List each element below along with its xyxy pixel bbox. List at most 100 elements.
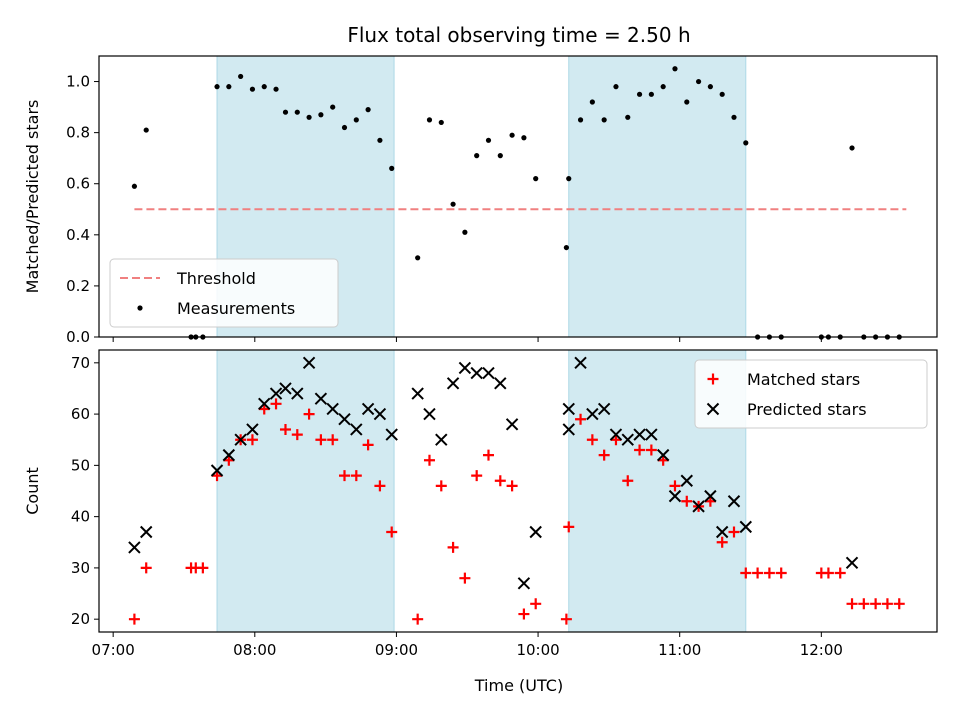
bottom-matched-stars-point-11 [270,398,282,410]
bottom-legend-swatch-matched-stars [707,373,719,385]
top-axes-frame [98,55,938,338]
bottom-matched-stars-point-10 [258,403,270,415]
top-measurements-point-19 [365,107,371,113]
chart-title: Flux total observing time = 2.50 h [347,23,690,47]
top-measurements-point-8 [238,73,244,80]
bottom-matched-stars-point-29 [494,475,506,487]
bottom-predicted-stars-point-39 [656,448,670,462]
bottom-matched-stars-point-16 [327,434,339,446]
top-y-tick-label-3: 0.4 [66,226,90,244]
bottom-matched-stars-point-37 [598,449,610,461]
bottom-matched-stars-point-49 [740,567,752,579]
bottom-matched-stars-point-57 [858,598,870,610]
bottom-matched-stars-point-54 [822,567,834,579]
top-measurements-point-23 [426,117,433,123]
bottom-legend-label-matched-stars: Matched stars [747,370,860,389]
top-measurements-point-43 [672,66,678,72]
top-measurements-point-39 [625,114,631,120]
top-measurements-point-34 [566,176,572,182]
bottom-matched-stars-point-47 [716,536,728,548]
top-measurements-point-25 [450,201,456,207]
top-measurements-point-37 [601,117,607,123]
bottom-predicted-stars-point-7 [258,397,271,411]
bottom-matched-stars-point-7 [223,454,235,466]
bottom-matched-stars-point-21 [386,526,398,538]
bottom-predicted-stars-point-26 [494,377,507,390]
x-tick-label-4: 10:00 [516,641,559,659]
top-measurements-point-42 [660,84,666,90]
bottom-matched-stars-point-6 [211,470,223,482]
x-tick-label-3: 09:00 [375,641,418,659]
x-tick-label-6: 12:00 [800,641,843,659]
bottom-predicted-stars-point-43 [704,489,717,503]
bottom-y-tick-label-5: 60 [71,405,90,423]
bottom-matched-stars-point-12 [279,423,291,435]
bottom-predicted-stars-point-47 [845,556,859,569]
top-measurements-point-41 [648,91,654,97]
top-measurements-point-14 [306,114,312,120]
top-legend-swatch-measurements [137,305,143,311]
top-measurements-point-2 [143,127,149,133]
bottom-matched-stars-point-13 [291,429,303,441]
bottom-y-tick-label-1: 20 [71,610,90,628]
bottom-predicted-stars-point-27 [505,418,519,431]
bottom-matched-stars-point-19 [362,439,374,451]
bottom-predicted-stars-point-9 [279,382,292,395]
bottom-matched-stars-point-36 [586,434,598,446]
bottom-predicted-stars-point-42 [692,500,705,513]
bottom-matched-stars-point-30 [506,480,518,492]
bottom-predicted-stars-point-6 [246,423,259,436]
x-tick-label-1: 07:00 [92,641,135,659]
bottom-y-axis-label: Count [23,467,42,515]
bottom-matched-stars-point-28 [482,449,494,461]
bottom-legend-box [694,359,928,429]
top-y-tick-label-2: 0.2 [66,277,90,295]
bottom-matched-stars-point-43 [669,480,681,492]
bottom-matched-stars-point-31 [518,608,530,620]
bottom-matched-stars-point-20 [374,480,386,492]
top-legend-box [109,258,339,328]
top-measurements-point-13 [294,109,300,115]
bottom-matched-stars-point-46 [704,495,716,507]
bottom-predicted-stars-point-40 [668,489,682,503]
bottom-legend: Matched stars Predicted stars [694,359,928,429]
top-measurements-point-1 [131,183,138,189]
bottom-matched-stars-point-51 [763,567,775,579]
bottom-matched-stars-point-34 [563,521,575,533]
bottom-predicted-stars-point-8 [269,387,283,400]
bottom-matched-stars-point-24 [435,480,447,492]
bottom-matched-stars-point-18 [350,470,362,482]
top-measurements-point-12 [282,109,289,115]
bottom-axes-frame [98,349,938,633]
top-measurements-point-29 [497,153,503,159]
bottom-matched-stars-point-9 [246,434,258,446]
top-measurements-point-46 [707,84,713,90]
bottom-predicted-stars-point-19 [411,387,424,400]
top-measurements-point-31 [521,135,527,141]
top-measurements-point-48 [731,114,737,120]
top-measurements-point-27 [474,153,480,159]
bottom-matched-stars-point-60 [893,598,905,610]
bottom-matched-stars-point-26 [459,572,471,584]
bottom-predicted-stars-point-33 [586,407,599,421]
bottom-predicted-stars-point-15 [350,423,363,436]
bottom-predicted-stars-point-3 [210,464,224,477]
bottom-predicted-stars-point-4 [222,448,236,462]
bottom-predicted-stars-point-13 [326,402,339,416]
bottom-matched-stars-point-48 [728,526,740,538]
top-measurements-point-16 [330,104,336,110]
bottom-matched-stars-point-5 [197,562,209,574]
top-measurements-point-26 [462,229,468,235]
bottom-y-tick-label-3: 40 [71,508,90,526]
x-tick-label-5: 11:00 [658,641,701,659]
bottom-matched-stars-point-25 [447,541,459,553]
bottom-predicted-stars-point-11 [302,356,316,370]
top-measurements-point-15 [318,112,324,118]
bottom-matched-stars-point-2 [140,562,152,574]
top-legend: Threshold Measurements [109,258,339,328]
top-y-tick-label-5: 0.8 [66,124,90,142]
bottom-predicted-stars-point-31 [562,402,575,416]
bottom-predicted-stars-point-21 [435,433,448,446]
bottom-predicted-stars-point-36 [621,433,634,446]
bottom-predicted-stars-point-23 [458,361,472,375]
